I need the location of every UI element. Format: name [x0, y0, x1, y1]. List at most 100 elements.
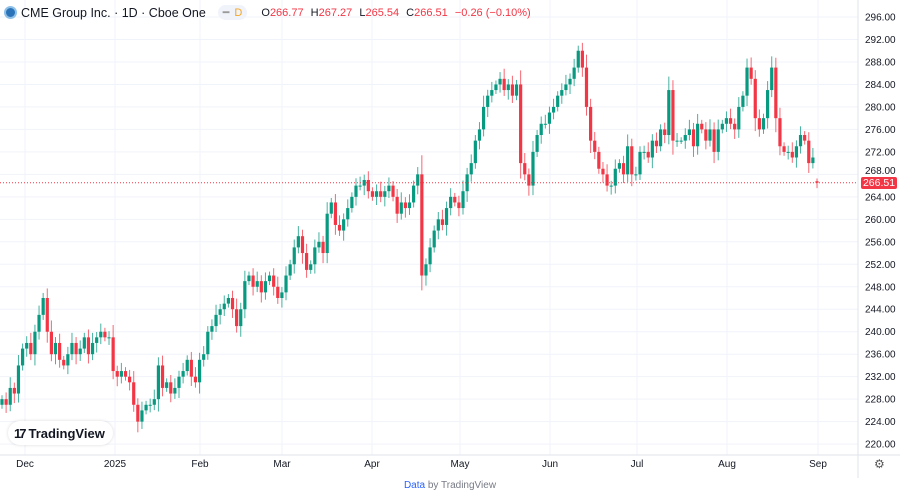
candle-body [197, 359, 202, 383]
y-tick-label: 264.00 [865, 192, 896, 203]
candle [82, 332, 86, 354]
symbol-logo-icon [4, 6, 17, 19]
candle [395, 188, 399, 223]
candle [589, 98, 593, 154]
candle [658, 124, 663, 152]
candle-body [440, 219, 445, 225]
candle-body [156, 365, 161, 400]
candle-body [502, 78, 506, 91]
candle-body [230, 298, 235, 310]
candle [737, 97, 741, 138]
candle-body [239, 309, 243, 327]
candle-body [403, 202, 407, 209]
data-link[interactable]: Data [403, 480, 426, 491]
candle-body [53, 342, 58, 355]
candle-body [346, 208, 350, 220]
candle-body [165, 382, 169, 388]
candle-body [523, 163, 527, 175]
candle [807, 132, 811, 173]
candle-body [210, 326, 214, 332]
candle [502, 68, 506, 96]
candle-body [412, 185, 416, 203]
candle [535, 129, 539, 157]
candle-body [0, 399, 4, 405]
candle-body [424, 264, 428, 276]
candle-body [300, 236, 305, 254]
candle-body [712, 129, 716, 152]
candle-body [379, 191, 383, 197]
candle [527, 168, 531, 196]
candle-body [383, 191, 387, 197]
candle [165, 378, 169, 392]
candle-body [519, 84, 523, 164]
candle [399, 192, 403, 220]
candle [601, 161, 605, 183]
symbol-title[interactable]: CME Group Inc. · 1D · Cboe One [21, 5, 206, 20]
candle-body [700, 123, 704, 130]
candle-body [416, 174, 420, 186]
candle [300, 229, 305, 264]
candle [634, 166, 638, 181]
candle [136, 398, 140, 433]
tv-mark-icon: 17 [14, 425, 27, 441]
candle [728, 108, 733, 130]
candle-body [160, 365, 165, 388]
candle [691, 122, 696, 157]
candle-body [128, 376, 132, 383]
candle [412, 180, 416, 208]
candle [210, 319, 214, 340]
y-tick-label: 276.00 [865, 125, 896, 136]
candle [218, 303, 222, 325]
candle-body [391, 185, 395, 197]
candle-body [45, 298, 49, 332]
candle [33, 324, 37, 366]
candle-body [29, 342, 33, 355]
candle [66, 346, 70, 375]
candle-body [757, 118, 761, 130]
candle-body [745, 67, 749, 96]
candle-body [741, 95, 745, 107]
candle-body [152, 399, 156, 405]
candle-body [663, 129, 667, 136]
candle [461, 180, 465, 215]
candle [667, 76, 671, 145]
tradingview-logo[interactable]: 17 TradingView [8, 421, 113, 445]
candle-body [601, 168, 605, 175]
candle-body [395, 196, 399, 214]
candle [148, 398, 152, 413]
candle [235, 298, 239, 333]
candle-body [95, 337, 99, 343]
candle-body [782, 146, 786, 152]
candle-body [309, 264, 313, 270]
gear-icon[interactable]: ⚙ [874, 457, 885, 471]
candle-body [107, 337, 111, 339]
candle-body [181, 371, 185, 377]
candle [774, 57, 778, 133]
candle [107, 331, 111, 345]
price-chart[interactable]: 220.00 224.00 228.00 232.00 236.00 240.00 244.… [0, 0, 900, 478]
candle-body [78, 348, 82, 355]
candle-body [642, 151, 646, 153]
x-tick-label: Mar [273, 459, 291, 470]
candle [160, 355, 165, 397]
candle-body [535, 135, 539, 152]
candle [152, 389, 156, 411]
candle [572, 58, 576, 87]
candle-body [226, 298, 230, 304]
candle-body [613, 168, 617, 186]
candle [556, 91, 560, 112]
candle-body [255, 281, 259, 287]
candle [700, 119, 704, 134]
candle [724, 111, 729, 132]
candle [621, 155, 626, 184]
candle-body [675, 140, 679, 142]
candle-body [354, 185, 358, 197]
interval-badge[interactable]: ━ D [217, 5, 248, 20]
candle-body [49, 331, 53, 355]
candle [243, 270, 247, 319]
candle-body [317, 241, 321, 248]
candle [453, 192, 457, 207]
candle [181, 362, 185, 384]
candle-body [86, 337, 91, 355]
x-tick-label: Apr [364, 459, 380, 470]
